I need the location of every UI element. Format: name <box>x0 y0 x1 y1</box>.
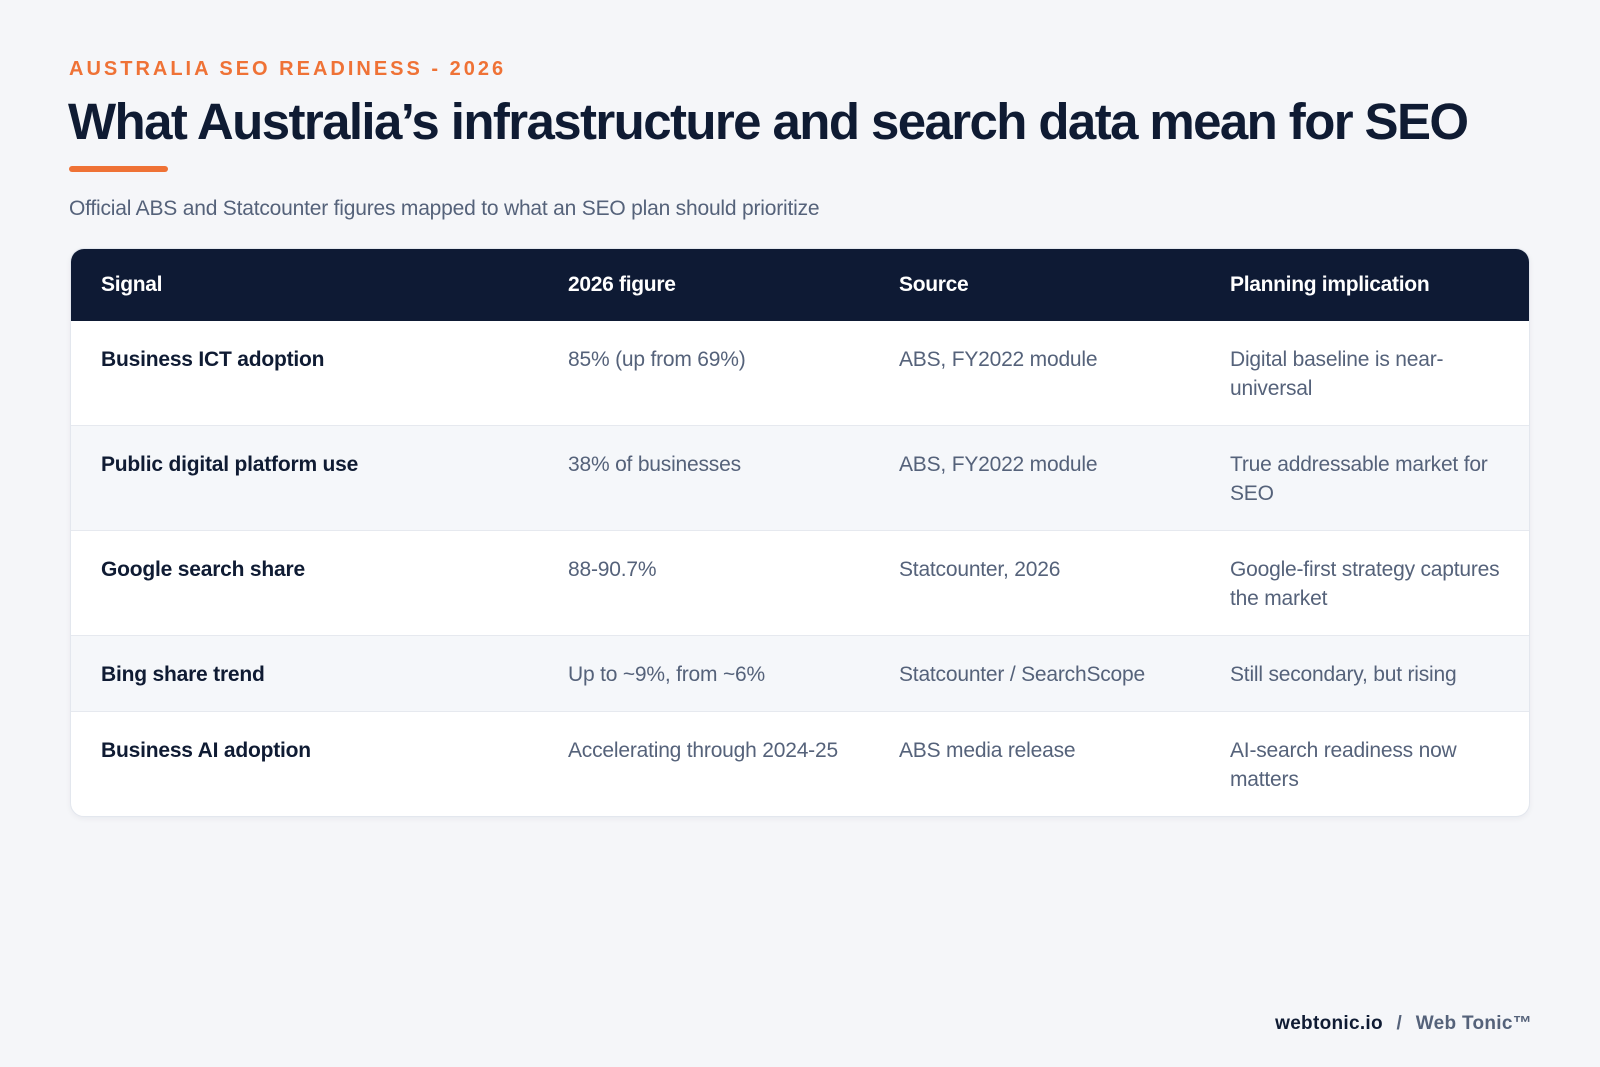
cell-implication: Digital baseline is near-universal <box>1230 348 1444 400</box>
footer-credit: webtonic.io / Web Tonic™ <box>1275 1013 1532 1035</box>
title-underline <box>69 166 168 172</box>
data-table-card: Signal 2026 figure Source Planning impli… <box>70 248 1530 817</box>
cell-figure: 88-90.7% <box>568 558 657 581</box>
cell-source: Statcounter / SearchScope <box>899 663 1145 686</box>
column-header-signal: Signal <box>101 273 163 296</box>
cell-implication: True addressable market for SEO <box>1230 453 1488 505</box>
column-header-source: Source <box>899 273 969 296</box>
table-row: Business AI adoption Accelerating throug… <box>71 711 1529 817</box>
cell-implication: AI-search readiness now matters <box>1230 739 1457 791</box>
table-header-row: Signal 2026 figure Source Planning impli… <box>71 249 1529 321</box>
cell-signal: Bing share trend <box>101 663 265 686</box>
cell-figure: Accelerating through 2024-25 <box>568 739 838 762</box>
page-title: What Australia’s infrastructure and sear… <box>68 93 1469 150</box>
cell-source: ABS, FY2022 module <box>899 453 1098 476</box>
footer-domain: webtonic.io <box>1275 1013 1383 1034</box>
table-row: Bing share trend Up to ~9%, from ~6% Sta… <box>71 635 1529 712</box>
footer-separator: / <box>1396 1013 1403 1034</box>
cell-signal: Business AI adoption <box>101 739 311 762</box>
column-header-figure: 2026 figure <box>568 273 676 296</box>
table-body: Business ICT adoption 85% (up from 69%) … <box>71 321 1529 817</box>
page-subtitle: Official ABS and Statcounter figures map… <box>69 197 820 220</box>
cell-implication: Still secondary, but rising <box>1230 663 1457 686</box>
table-row: Google search share 88-90.7% Statcounter… <box>71 530 1529 636</box>
column-header-implication: Planning implication <box>1230 273 1430 296</box>
cell-signal: Business ICT adoption <box>101 348 325 371</box>
cell-figure: 85% (up from 69%) <box>568 348 746 371</box>
cell-source: Statcounter, 2026 <box>899 558 1061 581</box>
cell-signal: Public digital platform use <box>101 453 359 476</box>
cell-signal: Google search share <box>101 558 305 581</box>
cell-figure: Up to ~9%, from ~6% <box>568 663 765 686</box>
cell-implication: Google-first strategy captures the marke… <box>1230 558 1500 610</box>
eyebrow-label: AUSTRALIA SEO READINESS - 2026 <box>69 58 507 80</box>
seo-signals-table: Signal 2026 figure Source Planning impli… <box>71 249 1529 817</box>
table-header: Signal 2026 figure Source Planning impli… <box>71 249 1529 321</box>
table-row: Business ICT adoption 85% (up from 69%) … <box>71 321 1529 426</box>
footer-brand: Web Tonic™ <box>1415 1013 1532 1034</box>
table-row: Public digital platform use 38% of busin… <box>71 425 1529 531</box>
cell-source: ABS, FY2022 module <box>899 348 1098 371</box>
cell-source: ABS media release <box>899 739 1076 762</box>
cell-figure: 38% of businesses <box>568 453 741 476</box>
